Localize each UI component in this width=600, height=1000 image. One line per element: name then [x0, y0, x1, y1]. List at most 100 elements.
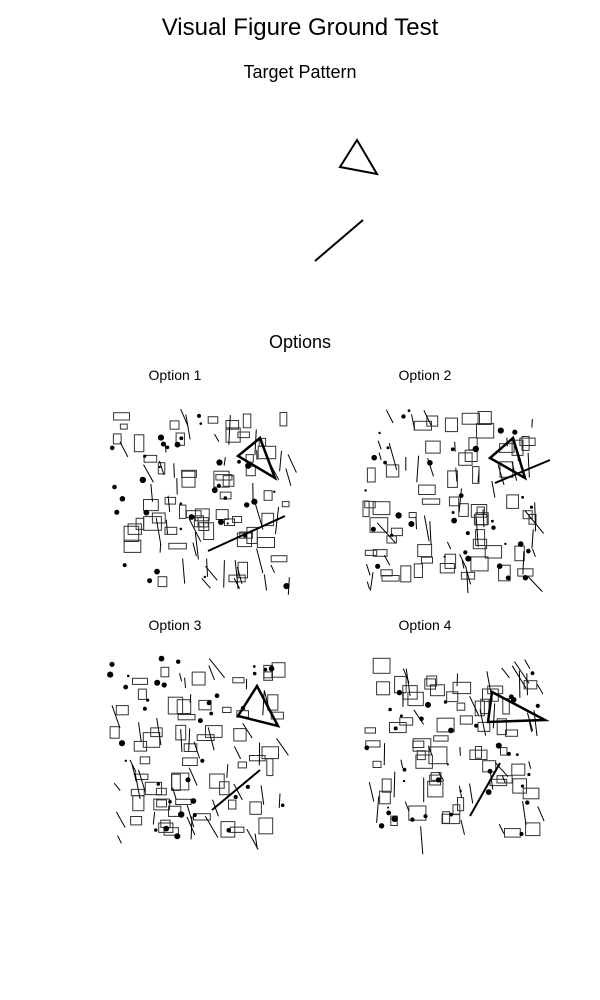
clutter-line — [529, 761, 531, 768]
clutter-dot — [144, 510, 150, 516]
clutter-dot — [504, 543, 506, 545]
clutter-line — [139, 770, 146, 792]
clutter-box — [449, 497, 458, 506]
clutter-line — [132, 764, 136, 782]
clutter-dot — [112, 485, 117, 490]
clutter-line — [271, 565, 275, 573]
clutter-dot — [531, 671, 535, 675]
clutter-line — [120, 442, 128, 457]
clutter-line — [118, 836, 122, 844]
clutter-dot — [216, 459, 222, 465]
clutter-dot — [466, 531, 470, 535]
clutter-box — [390, 723, 407, 733]
options-heading: Options — [0, 332, 600, 353]
clutter-line — [369, 782, 374, 801]
clutter-dot — [269, 666, 275, 672]
clutter-line — [537, 684, 543, 694]
clutter-line — [367, 582, 369, 590]
clutter-box — [416, 755, 433, 768]
clutter-dot — [498, 428, 504, 434]
clutter-dot — [218, 519, 224, 525]
clutter-box — [243, 414, 251, 428]
clutter-box — [377, 682, 390, 695]
clutter-line — [116, 812, 125, 828]
clutter-box — [134, 435, 143, 452]
clutter-line — [527, 673, 528, 695]
clutter-dot — [174, 833, 180, 839]
clutter-box — [422, 557, 433, 563]
clutter-box — [238, 432, 250, 438]
clutter-line — [279, 794, 280, 809]
clutter-dot — [491, 520, 494, 523]
clutter-box — [271, 556, 287, 562]
clutter-line — [193, 543, 197, 557]
clutter-dot — [516, 753, 519, 756]
clutter-line — [257, 549, 263, 574]
clutter-line — [538, 806, 544, 821]
clutter-box — [460, 716, 472, 724]
clutter-dot — [120, 496, 126, 502]
clutter-line — [160, 544, 161, 553]
clutter-dot — [473, 446, 479, 452]
clutter-box — [409, 513, 416, 518]
clutter-box — [373, 761, 381, 767]
option-4-panel[interactable] — [350, 648, 550, 848]
clutter-dot — [212, 487, 218, 493]
clutter-dot — [198, 718, 203, 723]
clutter-box — [434, 736, 448, 741]
clutter-line — [532, 529, 533, 548]
clutter-line — [379, 453, 381, 460]
clutter-line — [264, 575, 266, 591]
clutter-box — [131, 789, 144, 795]
clutter-line — [209, 659, 224, 678]
clutter-line — [208, 727, 214, 750]
clutter-box — [134, 741, 146, 751]
clutter-dot — [227, 522, 229, 524]
clutter-box — [131, 817, 142, 825]
clutter-line — [499, 824, 504, 834]
clutter-box — [443, 812, 450, 824]
clutter-line — [114, 783, 120, 790]
clutter-dot — [180, 528, 183, 531]
clutter-dot — [209, 712, 213, 716]
clutter-dot — [523, 575, 528, 580]
option-1-panel[interactable] — [100, 398, 300, 598]
clutter-dot — [392, 816, 398, 822]
clutter-dot — [449, 813, 453, 817]
clutter-dot — [125, 760, 127, 762]
clutter-line — [533, 549, 536, 557]
clutter-dot — [427, 460, 433, 466]
option-3-panel[interactable] — [100, 648, 300, 848]
clutter-box — [208, 417, 218, 424]
clutter-dot — [444, 700, 447, 703]
clutter-dot — [110, 446, 115, 451]
embedded-line — [470, 763, 500, 816]
clutter-dot — [397, 690, 402, 695]
clutter-box — [414, 564, 422, 578]
clutter-box — [133, 678, 148, 684]
clutter-box — [216, 510, 228, 520]
clutter-box — [382, 779, 391, 792]
clutter-dot — [281, 804, 285, 808]
clutter-box — [262, 747, 279, 759]
clutter-box — [401, 566, 411, 582]
clutter-box — [152, 513, 165, 523]
clutter-box — [138, 689, 146, 699]
clutter-box — [140, 757, 150, 764]
clutter-line — [224, 457, 225, 466]
clutter-dot — [400, 714, 403, 717]
clutter-dot — [507, 752, 511, 756]
clutter-line — [180, 673, 182, 681]
clutter-box — [282, 502, 289, 507]
clutter-box — [475, 747, 481, 759]
clutter-dot — [180, 502, 183, 505]
clutter-dot — [204, 576, 206, 578]
clutter-dot — [237, 460, 241, 464]
clutter-line — [430, 521, 431, 545]
clutter-box — [513, 779, 527, 793]
clutter-dot — [364, 745, 369, 750]
clutter-dot — [497, 563, 503, 569]
clutter-box — [526, 823, 540, 836]
option-2-panel[interactable] — [350, 398, 550, 598]
clutter-line — [229, 415, 231, 445]
